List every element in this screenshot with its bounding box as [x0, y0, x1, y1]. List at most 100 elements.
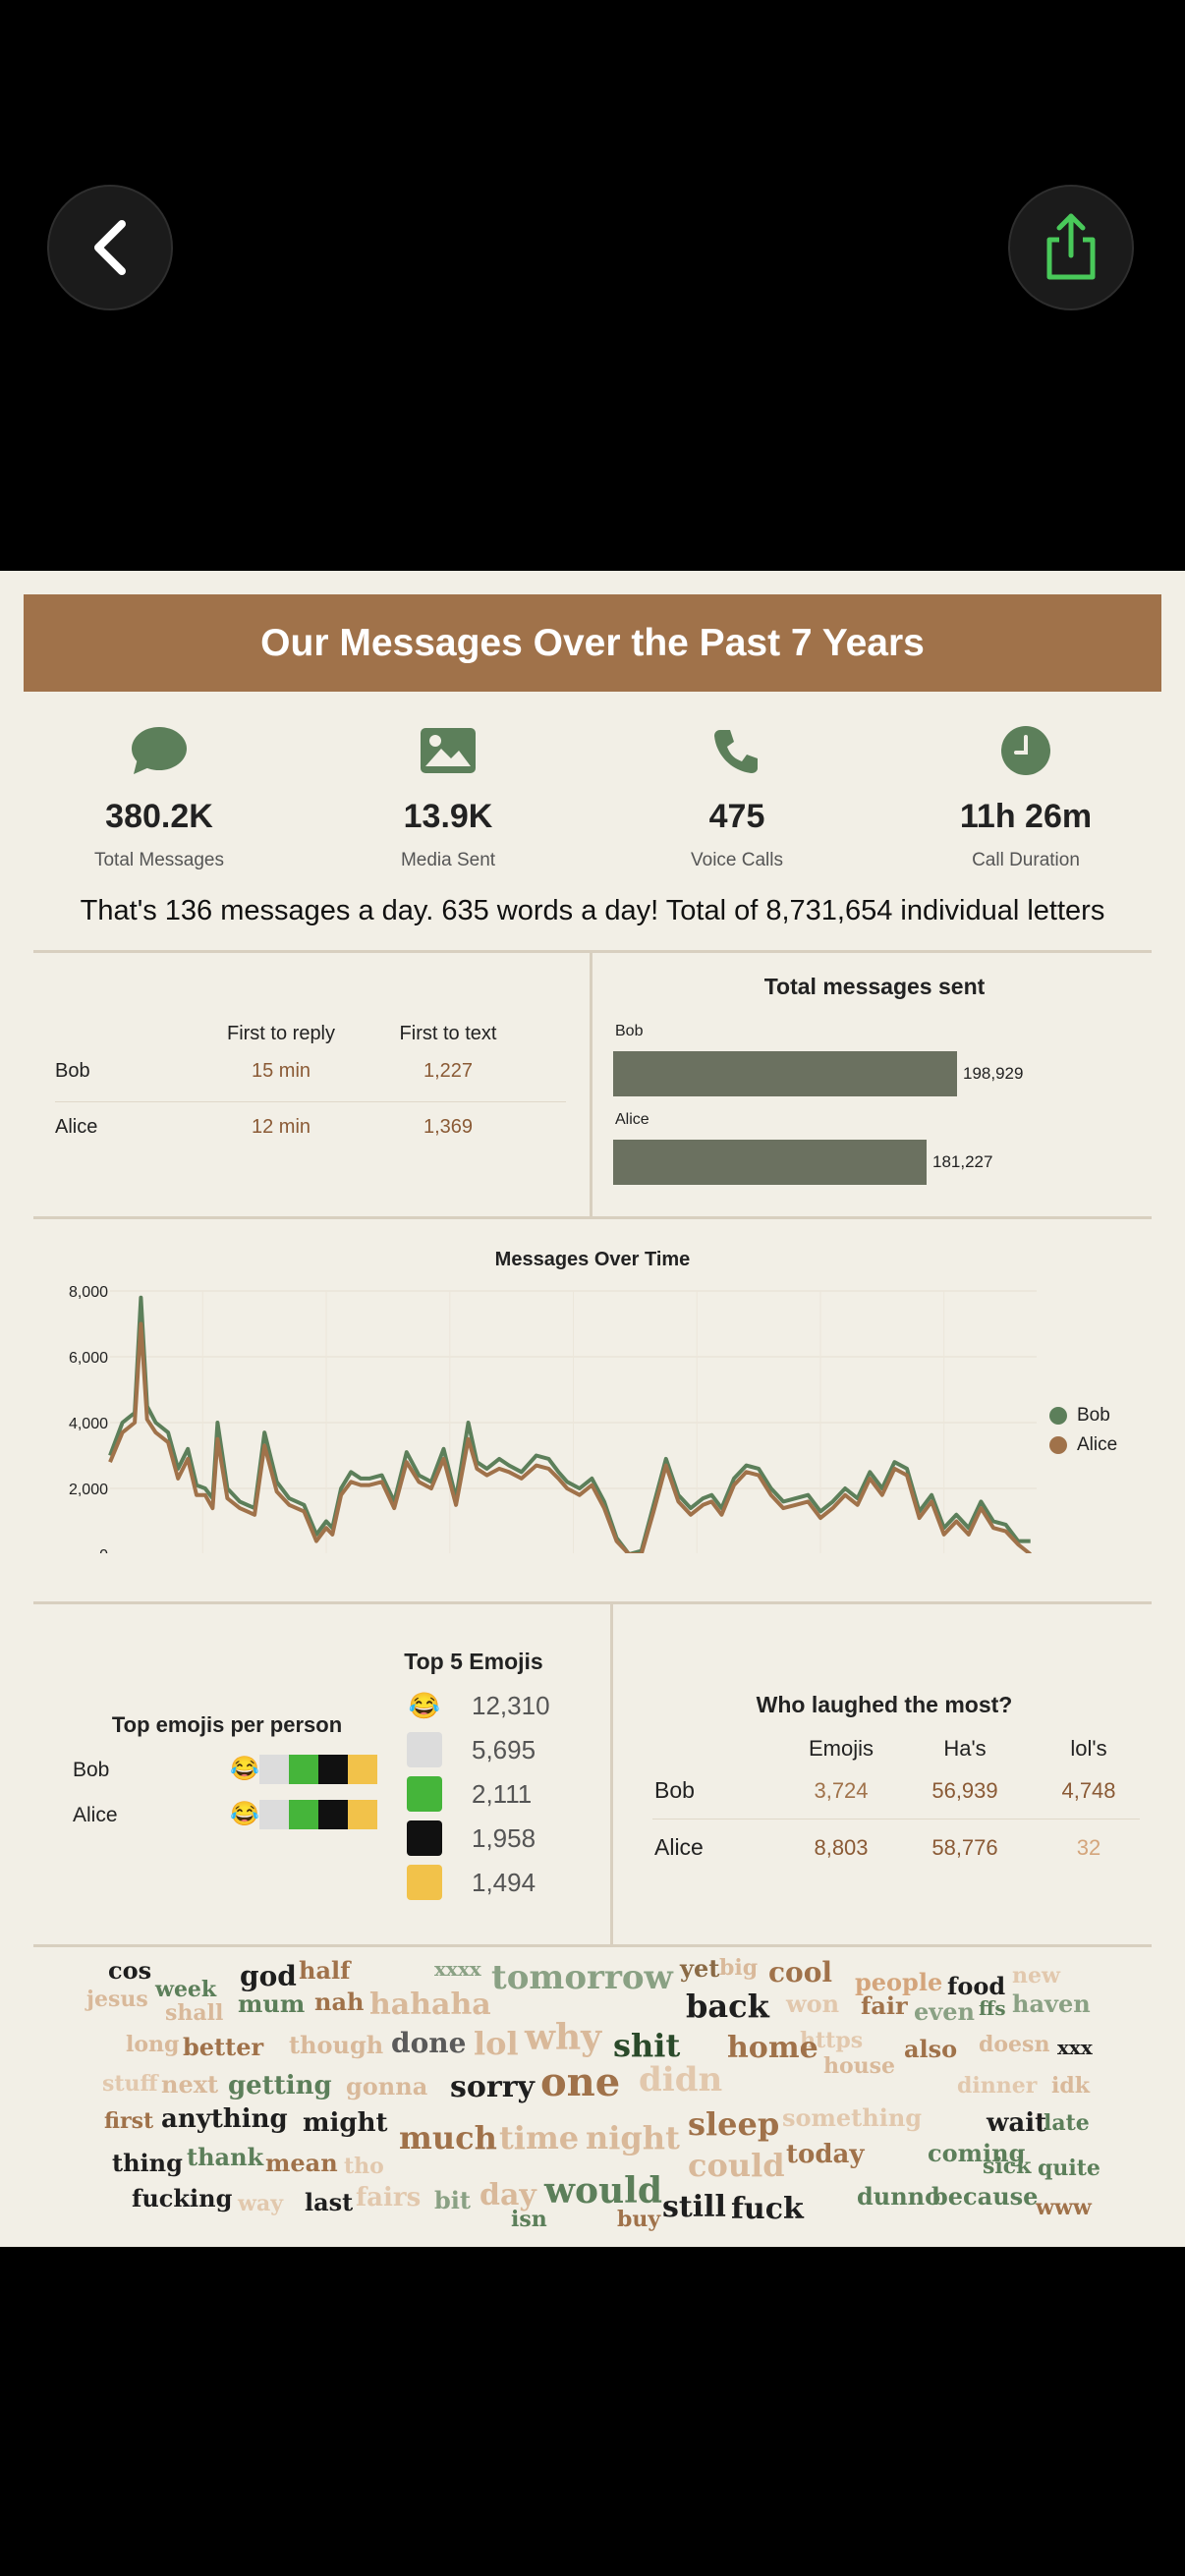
word-cloud-word: won: [786, 1989, 840, 2018]
laughed-header-emojis: Emojis: [808, 1736, 874, 1761]
word-cloud-word: hahaha: [369, 1988, 491, 2022]
table-row: Bob 15 min 1,227: [55, 1060, 566, 1115]
word-cloud-word: xxx: [1057, 2036, 1093, 2059]
legend-dot-icon: [1049, 1407, 1067, 1425]
emoji-row: 1,494: [407, 1865, 536, 1900]
chart-title: Messages Over Time: [494, 1249, 691, 1270]
word-cloud-word: something: [782, 2103, 923, 2132]
word-cloud-word: tho: [344, 2154, 384, 2179]
y-tick-label: 6,000: [69, 1350, 108, 1367]
clock-icon: [898, 723, 1154, 778]
word-cloud-word: buy: [617, 2207, 661, 2232]
word-cloud-word: fairs: [356, 2183, 422, 2212]
series-line-alice: [108, 1321, 1032, 1553]
word-cloud-word: sick: [983, 2154, 1032, 2179]
word-cloud-word: also: [904, 2035, 958, 2063]
word-cloud-word: people: [855, 1968, 943, 1996]
laughed-emojis: 8,803: [814, 1835, 869, 1860]
word-cloud-word: stuff: [102, 2071, 158, 2097]
yellow-square-icon: [348, 1755, 377, 1784]
bar-alice: [613, 1140, 927, 1185]
word-cloud-word: might: [303, 2108, 388, 2138]
word-cloud-word: food: [947, 1972, 1006, 2000]
laughed-header-has: Ha's: [943, 1736, 987, 1761]
report-title: Our Messages Over the Past 7 Years: [260, 621, 925, 664]
laughing-emoji-icon: 😂: [408, 1690, 441, 1720]
y-tick-label: 2,000: [69, 1482, 108, 1498]
emoji-count: 1,494: [472, 1867, 536, 1897]
divider: [33, 1601, 1152, 1604]
gray-square-icon: [407, 1732, 442, 1767]
word-cloud-word: www: [1036, 2195, 1092, 2220]
word-cloud: cos week god half xxxx tomorrow yet big cool peop…: [33, 1951, 1152, 2246]
laughed-row-name: Alice: [654, 1834, 704, 1860]
divider: [590, 953, 592, 1216]
bar-name-alice: Alice: [615, 1111, 649, 1128]
divider: [33, 1216, 1152, 1219]
emoji-row: 😂 12,310: [407, 1688, 550, 1723]
stat-value: 11h 26m: [959, 798, 1093, 835]
header-first-to-text: First to text: [399, 1023, 497, 1044]
word-cloud-word: dinner: [957, 2073, 1038, 2099]
laughed-emojis: 3,724: [814, 1778, 869, 1803]
word-cloud-word: first: [104, 2108, 154, 2134]
word-cloud-word: still: [662, 2190, 726, 2224]
word-cloud-word: dunno: [857, 2182, 941, 2211]
row-reply: 15 min: [251, 1060, 311, 1082]
bottom-bar: [0, 2247, 1185, 2576]
bar-value-bob: 198,929: [963, 1064, 1024, 1083]
share-icon: [1046, 213, 1096, 280]
word-cloud-word: much: [399, 2119, 497, 2156]
word-cloud-word: night: [586, 2119, 680, 2156]
total-sent-title: Total messages sent: [763, 974, 986, 999]
stat-label: Voice Calls: [691, 850, 783, 870]
laughed-header-lols: lol's: [1070, 1736, 1107, 1761]
word-cloud-word: getting: [228, 2071, 332, 2100]
word-cloud-word: quite: [1038, 2156, 1100, 2181]
legend-label: Bob: [1077, 1405, 1110, 1426]
bar-name-bob: Bob: [615, 1023, 644, 1039]
laughed-lols: 32: [1076, 1835, 1101, 1860]
chat-bubble-icon: [31, 723, 287, 778]
row-separator: [55, 1101, 566, 1102]
word-cloud-word: back: [686, 1988, 769, 2025]
emoji-row: 5,695: [407, 1732, 536, 1767]
row-separator: [652, 1819, 1140, 1820]
laughed-has: 58,776: [931, 1835, 998, 1860]
bar-bob: [613, 1051, 957, 1096]
emoji-count: 5,695: [472, 1734, 536, 1764]
per-person-name: Bob: [73, 1759, 110, 1781]
word-cloud-word: day: [480, 2178, 536, 2212]
emoji-count: 1,958: [472, 1822, 536, 1853]
word-cloud-word: yet: [680, 1954, 720, 1983]
emoji-row: 2,111: [407, 1776, 532, 1812]
back-button[interactable]: [47, 185, 173, 310]
word-cloud-word: new: [1012, 1963, 1060, 1988]
stat-label: Total Messages: [93, 850, 224, 870]
legend-bob: Bob: [1049, 1405, 1110, 1427]
word-cloud-word: ffs: [979, 1996, 1006, 2020]
word-cloud-word: wait: [987, 2108, 1047, 2138]
word-cloud-word: mean: [265, 2149, 338, 2177]
word-cloud-word: isn: [511, 2207, 547, 2232]
stat-label: Media Sent: [400, 850, 496, 870]
word-cloud-word: shall: [165, 2000, 224, 2026]
word-cloud-word: haven: [1012, 1989, 1091, 2018]
row-text: 1,227: [423, 1060, 474, 1082]
word-cloud-word: sorry: [450, 2070, 535, 2104]
row-name: Alice: [55, 1116, 98, 1138]
divider: [33, 950, 1152, 953]
laughing-emoji-icon: 😂: [230, 1801, 259, 1827]
word-cloud-word: fucking: [132, 2184, 233, 2212]
word-cloud-word: shit: [613, 2027, 681, 2064]
table-row: Alice 12 min 1,369: [55, 1116, 566, 1171]
summary-line: That's 136 messages a day. 635 words a d…: [80, 895, 1105, 926]
share-button[interactable]: [1008, 185, 1134, 310]
word-cloud-word: would: [544, 2170, 663, 2212]
stat-value: 13.9K: [403, 798, 493, 835]
per-person-title: Top emojis per person: [111, 1712, 343, 1737]
word-cloud-word: done: [391, 2027, 467, 2059]
emoji-row: 1,958: [407, 1820, 536, 1856]
top-emojis-title: Top 5 Emojis: [404, 1649, 543, 1674]
